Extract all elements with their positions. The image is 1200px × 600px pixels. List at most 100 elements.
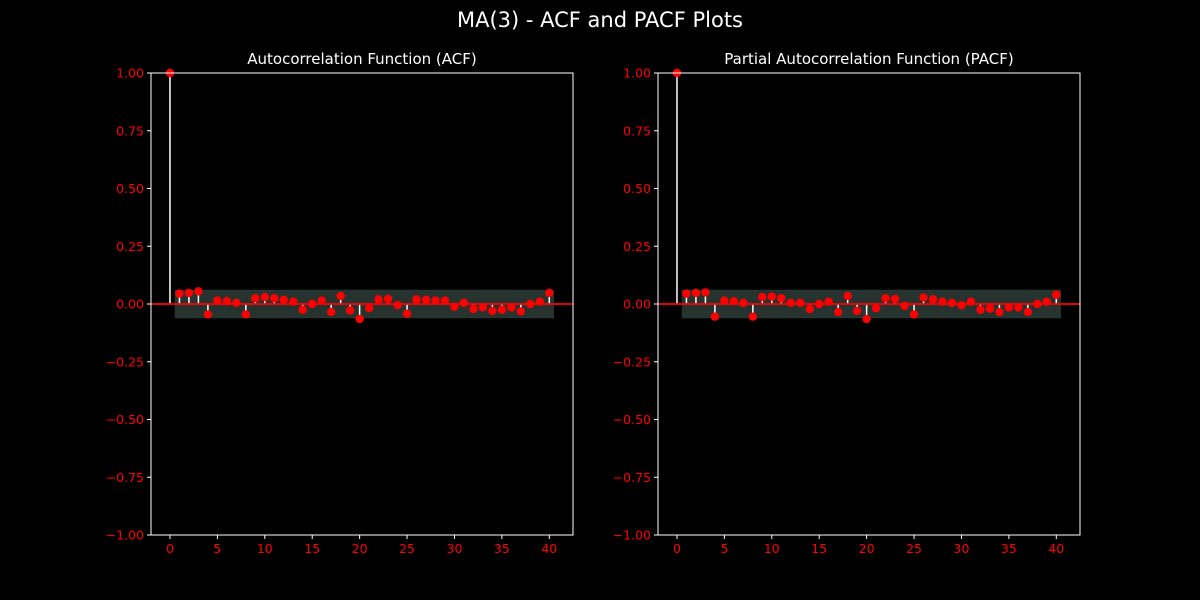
acf-marker-lag-31	[459, 298, 469, 308]
pacf-xtick-label: 20	[859, 541, 875, 556]
pacf-marker-lag-26	[919, 293, 928, 302]
acf-marker-lag-26	[412, 295, 421, 304]
pacf-ytick-label: 1.00	[623, 66, 651, 81]
acf-marker-lag-27	[421, 295, 431, 305]
pacf-marker-lag-1	[682, 289, 691, 298]
pacf-marker-lag-40	[1052, 290, 1061, 299]
pacf-xtick-label: 15	[811, 541, 827, 556]
pacf-xtick-label: 30	[954, 541, 970, 556]
pacf-marker-lag-20	[862, 314, 871, 324]
acf-ytick-label: −1.00	[106, 528, 144, 543]
pacf-xtick-label: 10	[764, 541, 780, 556]
pacf-xtick-label: 40	[1048, 541, 1064, 556]
acf-marker-lag-16	[317, 296, 326, 305]
pacf-marker-lag-33	[985, 304, 995, 313]
pacf-marker-lag-15	[815, 299, 824, 309]
pacf-marker-lag-4	[710, 312, 720, 321]
pacf-marker-lag-18	[843, 291, 852, 301]
acf-xtick-label: 0	[166, 541, 174, 556]
pacf-ytick-label: −0.25	[613, 354, 651, 369]
pacf-marker-lag-21	[871, 303, 881, 313]
acf-marker-lag-5	[213, 296, 222, 305]
acf-marker-lag-3	[194, 287, 203, 296]
acf-xtick-label: 5	[213, 541, 221, 556]
pacf-marker-lag-16	[824, 297, 833, 306]
acf-xtick-label: 30	[447, 541, 463, 556]
acf-marker-lag-24	[393, 300, 402, 310]
acf-ytick-label: 1.00	[116, 66, 144, 81]
pacf-marker-lag-8	[748, 312, 758, 321]
acf-marker-lag-33	[478, 303, 488, 312]
pacf-marker-lag-11	[777, 294, 786, 303]
acf-marker-lag-14	[298, 305, 307, 314]
acf-panel: Autocorrelation Function (ACF) 0 5 10 15 20 25…	[106, 50, 574, 556]
pacf-ytick-label: 0.50	[623, 181, 651, 196]
acf-xtick-label: 20	[352, 541, 368, 556]
acf-marker-lag-39	[535, 297, 545, 306]
acf-marker-lag-32	[469, 304, 478, 314]
pacf-marker-lag-23	[890, 294, 900, 304]
acf-xtick-label: 10	[257, 541, 273, 556]
pacf-marker-lag-25	[909, 310, 919, 319]
acf-xtick-label: 35	[494, 541, 510, 556]
acf-marker-lag-4	[203, 310, 213, 319]
acf-marker-lag-37	[516, 307, 526, 316]
acf-marker-lag-8	[241, 310, 251, 319]
acf-marker-lag-38	[526, 299, 535, 309]
pacf-marker-lag-36	[1014, 303, 1023, 312]
pacf-ytick-label: −0.75	[613, 470, 651, 485]
pacf-marker-lag-12	[786, 298, 795, 308]
acf-xtick-label: 40	[541, 541, 557, 556]
pacf-ytick-label: −1.00	[613, 528, 651, 543]
pacf-ytick-label: 0.25	[623, 239, 651, 254]
acf-marker-lag-6	[222, 297, 232, 306]
pacf-marker-lag-9	[758, 292, 767, 302]
acf-marker-lag-9	[251, 294, 260, 303]
acf-ytick-label: −0.25	[106, 354, 144, 369]
acf-marker-lag-34	[488, 306, 497, 316]
acf-marker-lag-22	[374, 295, 383, 304]
acf-title: Autocorrelation Function (ACF)	[247, 50, 476, 68]
acf-ytick-label: −0.50	[106, 412, 144, 427]
pacf-marker-lag-24	[900, 301, 909, 311]
pacf-marker-lag-39	[1042, 297, 1052, 306]
acf-ytick-label: 0.25	[116, 239, 144, 254]
pacf-marker-lag-35	[1004, 303, 1014, 312]
pacf-marker-lag-37	[1023, 307, 1033, 317]
figure-title: MA(3) - ACF and PACF Plots	[456, 8, 743, 32]
pacf-marker-lag-13	[796, 298, 805, 308]
pacf-marker-lag-32	[976, 305, 985, 314]
pacf-ytick-label: −0.50	[613, 412, 651, 427]
acf-ytick-label: −0.75	[106, 470, 144, 485]
acf-marker-lag-25	[402, 309, 412, 318]
acf-marker-lag-17	[326, 307, 336, 317]
acf-marker-lag-13	[289, 297, 298, 306]
acf-ytick-label: 0.00	[116, 297, 144, 312]
pacf-ytick-label: 0.00	[623, 297, 651, 312]
pacf-marker-lag-38	[1033, 299, 1042, 309]
acf-marker-lag-21	[364, 303, 374, 313]
pacf-marker-lag-17	[833, 307, 843, 317]
pacf-marker-lag-10	[767, 292, 776, 301]
pacf-marker-lag-31	[966, 297, 976, 306]
pacf-marker-lag-28	[938, 297, 947, 306]
acf-marker-lag-28	[431, 296, 440, 305]
acf-xtick-label: 15	[304, 541, 320, 556]
acf-marker-lag-20	[355, 314, 364, 324]
acf-marker-lag-40	[545, 288, 554, 298]
pacf-marker-lag-2	[691, 288, 701, 298]
acf-marker-lag-12	[279, 295, 288, 305]
acf-marker-lag-18	[336, 291, 345, 301]
pacf-marker-lag-14	[805, 304, 814, 314]
acf-marker-lag-23	[383, 294, 393, 304]
acf-marker-lag-30	[450, 302, 459, 311]
acf-marker-lag-11	[270, 294, 279, 303]
pacf-marker-lag-5	[720, 296, 729, 305]
pacf-marker-lag-19	[852, 306, 862, 316]
pacf-xtick-label: 0	[673, 541, 681, 556]
acf-ytick-label: 0.50	[116, 181, 144, 196]
pacf-panel: Partial Autocorrelation Function (PACF) 0…	[613, 50, 1081, 556]
pacf-marker-lag-34	[995, 307, 1004, 317]
acf-marker-lag-36	[507, 303, 516, 312]
